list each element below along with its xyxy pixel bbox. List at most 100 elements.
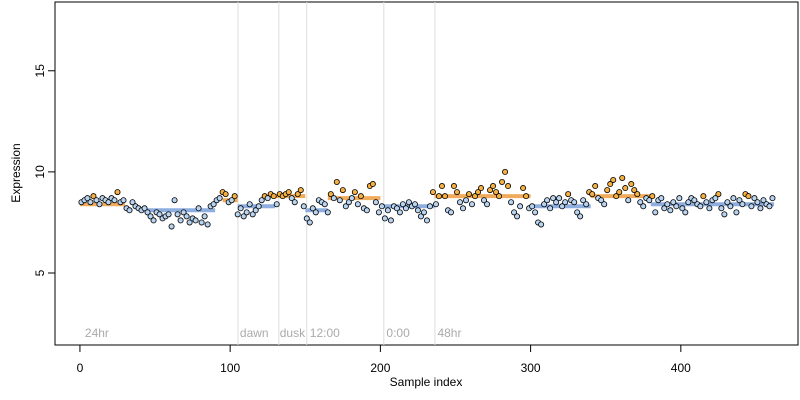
point bbox=[264, 195, 271, 202]
point bbox=[96, 201, 103, 208]
point bbox=[201, 213, 208, 220]
point bbox=[447, 209, 454, 216]
point bbox=[562, 199, 569, 206]
point bbox=[270, 193, 277, 200]
point bbox=[490, 183, 497, 190]
point bbox=[463, 197, 470, 204]
point bbox=[664, 201, 671, 208]
point bbox=[679, 205, 686, 212]
y-tick-label: 5 bbox=[33, 269, 47, 276]
point bbox=[667, 207, 674, 214]
point bbox=[544, 197, 551, 204]
point bbox=[607, 181, 614, 188]
point bbox=[195, 205, 202, 212]
point bbox=[487, 187, 494, 194]
point bbox=[730, 195, 737, 202]
point bbox=[345, 199, 352, 206]
point bbox=[285, 189, 292, 196]
point bbox=[598, 197, 605, 204]
point bbox=[496, 193, 503, 200]
point bbox=[300, 203, 307, 210]
point bbox=[559, 203, 566, 210]
point bbox=[426, 203, 433, 210]
point bbox=[520, 185, 527, 192]
point bbox=[252, 207, 259, 214]
point bbox=[381, 215, 388, 222]
point bbox=[180, 209, 187, 216]
x-tick-label: 300 bbox=[521, 361, 541, 375]
point bbox=[610, 176, 617, 183]
point bbox=[393, 205, 400, 212]
point bbox=[460, 205, 467, 212]
point bbox=[84, 195, 91, 202]
point bbox=[484, 201, 491, 208]
point bbox=[435, 193, 442, 200]
point bbox=[619, 174, 626, 181]
point bbox=[423, 217, 430, 224]
point bbox=[306, 219, 313, 226]
point bbox=[87, 199, 94, 206]
point bbox=[631, 187, 638, 194]
point bbox=[324, 209, 331, 216]
point bbox=[177, 217, 184, 224]
point bbox=[420, 209, 427, 216]
annotation: dawn bbox=[240, 326, 269, 340]
point bbox=[417, 213, 424, 220]
point bbox=[348, 195, 355, 202]
point bbox=[577, 213, 584, 220]
point bbox=[222, 191, 229, 198]
point bbox=[523, 193, 530, 200]
point bbox=[114, 189, 121, 196]
point bbox=[691, 197, 698, 204]
point bbox=[129, 199, 136, 206]
point bbox=[144, 209, 151, 216]
point bbox=[309, 205, 316, 212]
point bbox=[126, 207, 133, 214]
point bbox=[141, 205, 148, 212]
point bbox=[769, 195, 776, 202]
annotation: 12:00 bbox=[310, 326, 340, 340]
point bbox=[357, 193, 364, 200]
point bbox=[147, 213, 154, 220]
point bbox=[583, 201, 590, 208]
point bbox=[712, 195, 719, 202]
point bbox=[541, 201, 548, 208]
point bbox=[703, 199, 710, 206]
plot-frame bbox=[54, 1, 799, 346]
point bbox=[333, 178, 340, 185]
point bbox=[670, 199, 677, 206]
point bbox=[297, 187, 304, 194]
point bbox=[399, 201, 406, 208]
point bbox=[246, 201, 253, 208]
point bbox=[198, 219, 205, 226]
point bbox=[291, 199, 298, 206]
point bbox=[165, 211, 172, 218]
point bbox=[715, 191, 722, 198]
point bbox=[414, 207, 421, 214]
point bbox=[231, 193, 238, 200]
point bbox=[90, 193, 97, 200]
point bbox=[625, 197, 632, 204]
point bbox=[342, 203, 349, 210]
point bbox=[724, 199, 731, 206]
point bbox=[652, 209, 659, 216]
point bbox=[706, 205, 713, 212]
point bbox=[237, 205, 244, 212]
point bbox=[673, 203, 680, 210]
x-tick-label: 0 bbox=[77, 361, 84, 375]
point bbox=[456, 199, 463, 206]
x-tick-label: 200 bbox=[370, 361, 390, 375]
point bbox=[210, 201, 217, 208]
point bbox=[183, 213, 190, 220]
point bbox=[514, 213, 521, 220]
point bbox=[249, 211, 256, 218]
point bbox=[438, 183, 445, 190]
point bbox=[592, 183, 599, 190]
point bbox=[192, 217, 199, 224]
point bbox=[508, 199, 515, 206]
point bbox=[580, 197, 587, 204]
point bbox=[628, 181, 635, 188]
point bbox=[682, 209, 689, 216]
point bbox=[676, 195, 683, 202]
